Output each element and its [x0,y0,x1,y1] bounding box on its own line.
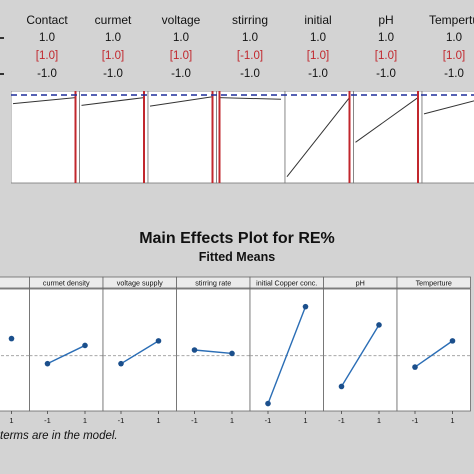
optimizer-panel [147,91,217,184]
x-tick-label: -1 [265,416,272,425]
optimizer-high-value: 1.0 [105,32,121,44]
effect-point [155,338,162,344]
optimizer-trend-line [218,97,282,100]
effect-point [338,383,345,390]
optimizer-factor-name: voltage [161,13,201,27]
x-tick-label: 1 [9,416,13,425]
x-tick-label: -1 [412,416,419,425]
effect-point [82,342,88,349]
optimizer-current-value: [1.0] [442,50,466,62]
optimizer-low-value: -1.0 [308,68,328,80]
footnote: terms are in the model. [0,430,118,442]
optimizer-high-value: 1.0 [173,32,189,44]
x-tick-label: 1 [83,416,87,425]
optimizer-panel [216,91,286,184]
optimizer-high-value: 1.0 [310,32,326,44]
optimizer-current-value: [1.0] [306,50,330,62]
effect-point [265,400,271,407]
x-tick-label: -1 [191,416,198,425]
optimizer-high-value: 1.0 [242,32,258,44]
effect-panel [249,288,324,412]
optimizer-low-value: -1.0 [376,68,396,80]
optimizer-trend-line [286,97,350,178]
optimizer-low-value: -1.0 [37,68,57,80]
effect-point [376,322,382,328]
optimizer-trend-line [423,100,474,115]
x-tick-label: 1 [230,416,234,425]
effect-panel-header [0,276,30,289]
effect-line [414,340,453,368]
effect-point [118,360,124,367]
effect-point [449,338,456,344]
optimizer-current-value: [-1.0] [236,50,264,62]
x-tick-label: 1 [156,416,160,425]
optimizer-panel [353,91,423,184]
effect-panel [102,288,177,412]
effect-panel [396,288,471,412]
optimizer-high-value: 1.0 [446,32,462,44]
effect-point [44,360,51,367]
optimizer-low-value: -1.0 [103,68,123,80]
optimizer-trend-line [149,96,213,107]
effect-line [340,324,380,387]
effect-panel [176,288,251,412]
effect-line [47,344,86,365]
optimizer-panel [421,91,474,184]
optimizer-high-value: 1.0 [378,32,394,44]
optimizer-high-value: 1.0 [39,32,55,44]
x-tick-label: -1 [118,416,125,425]
effect-line [194,349,233,355]
x-tick-label: 1 [450,416,454,425]
optimizer-trend-line [355,97,419,143]
optimizer-current-value: [1.0] [35,50,59,62]
effect-panel-label: curmet density [43,279,90,288]
optimizer-low-value: -1.0 [240,68,260,80]
optimizer-factor-name: curmet [94,13,132,27]
optimizer-factor-name: Tempertu [428,13,474,27]
effect-panel [323,288,398,412]
optimizer-row-marker [0,73,4,75]
effect-panel [0,288,30,412]
optimizer-current-value: [1.0] [101,50,125,62]
x-tick-label: -1 [338,416,345,425]
x-tick-label: -1 [44,416,51,425]
chart-title: Main Effects Plot for RE% [139,230,335,247]
response-optimizer: Contact 1.0 [1.0] -1.0 curmet 1.0 [1.0] -1.0 vol… [0,0,474,190]
x-tick-label: 1 [303,416,307,425]
optimizer-low-value: -1.0 [444,68,464,80]
optimizer-row-marker [0,37,4,39]
optimizer-factor-name: pH [378,13,394,27]
optimizer-panel [11,91,80,184]
effect-point [412,364,418,370]
optimizer-current-value: [1.0] [374,50,398,62]
effect-panel [29,288,104,412]
optimizer-trend-line [81,97,145,106]
effect-point [229,350,235,357]
effect-line [267,306,307,404]
effect-line [120,340,159,365]
optimizer-low-value: -1.0 [171,68,191,80]
optimizer-factor-name: initial [304,13,332,27]
chart-subtitle: Fitted Means [198,250,276,264]
effect-point [302,303,309,310]
x-tick-label: 1 [377,416,381,425]
effect-panel-label: initial Copper conc. [256,279,317,288]
optimizer-current-value: [1.0] [169,50,193,62]
effect-point [8,335,15,342]
optimizer-panel [79,91,149,184]
effect-panel-label: Temperture [416,279,452,288]
effect-panel-label: voltage supply [117,279,163,288]
optimizer-factor-name: stirring [231,13,268,27]
effect-panel-label: pH [356,279,365,288]
effect-point [191,347,198,353]
effect-panel-label: stirring rate [195,279,231,288]
optimizer-trend-line [12,97,76,105]
optimizer-panels [11,91,474,184]
effect-panel-header [396,276,471,289]
optimizer-factor-name: Contact [26,13,68,27]
